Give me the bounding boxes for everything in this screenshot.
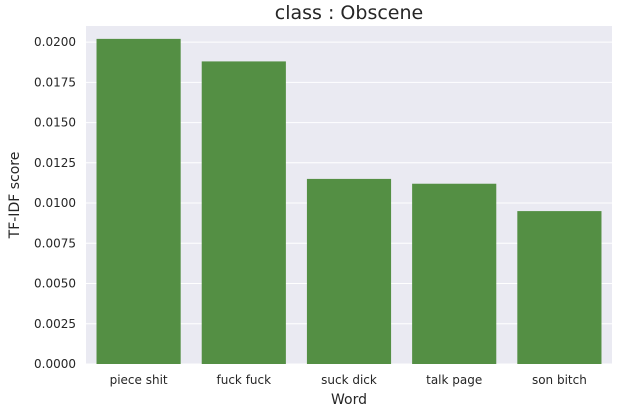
x-tick-label: piece shit (110, 373, 168, 387)
y-axis-label: TF-IDF score (7, 152, 23, 240)
x-tick-label: talk page (426, 373, 482, 387)
y-tick-label: 0.0100 (34, 196, 76, 210)
y-tick-label: 0.0200 (34, 35, 76, 49)
x-tick-label: suck dick (321, 373, 377, 387)
y-tick-label: 0.0050 (34, 277, 76, 291)
bar (96, 38, 181, 364)
y-tick-label: 0.0125 (34, 156, 76, 170)
y-tick-label: 0.0150 (34, 116, 76, 130)
x-axis-label: Word (331, 392, 367, 408)
x-tick-label: fuck fuck (217, 373, 272, 387)
bar (201, 61, 286, 365)
bar (412, 183, 497, 364)
x-tick-labels: piece shit fuck fuck suck dick talk page son… (110, 373, 587, 387)
y-tick-labels: 0.0000 0.0025 0.0050 0.0075 0.0100 0.0125 0.01… (34, 35, 76, 371)
y-tick-label: 0.0000 (34, 357, 76, 371)
bars (96, 38, 602, 365)
bar (517, 211, 602, 364)
chart-title: class : Obscene (275, 2, 423, 24)
y-tick-label: 0.0175 (34, 75, 76, 89)
bar (306, 178, 392, 364)
y-tick-label: 0.0025 (34, 317, 76, 331)
x-tick-label: son bitch (532, 373, 587, 387)
y-tick-label: 0.0075 (34, 236, 76, 250)
